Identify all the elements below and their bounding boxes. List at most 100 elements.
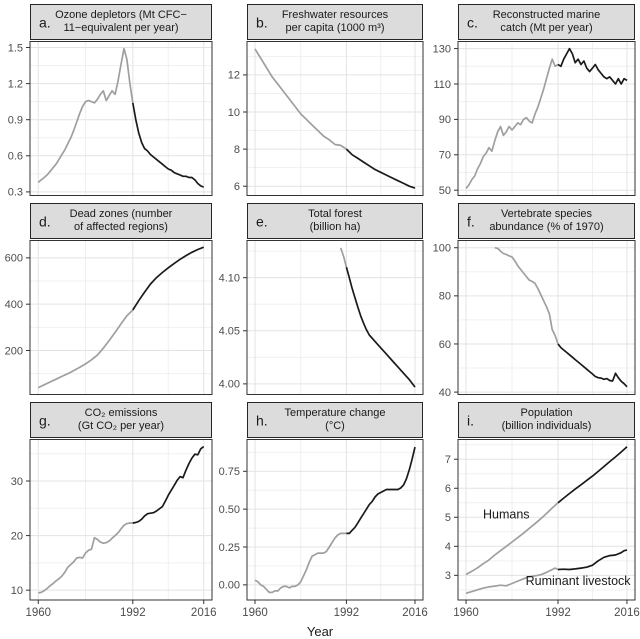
svg-text:0.50: 0.50	[219, 504, 240, 516]
panel-a: a. Ozone depletors (Mt CFC− 11−equivalent…	[0, 4, 217, 197]
panel-title-line: (billion individuals)	[501, 420, 592, 432]
svg-text:0.75: 0.75	[219, 466, 240, 478]
panel-header: e. Total forest (billion ha)	[247, 203, 423, 239]
y-axis-gutter	[217, 402, 247, 438]
svg-text:1.2: 1.2	[8, 78, 23, 90]
panel-title-line: Temperature change	[284, 406, 386, 419]
panel-title-line: catch (Mt per year)	[500, 22, 593, 34]
svg-text:2016: 2016	[402, 607, 428, 619]
panel-header: i. Population (billion individuals)	[458, 402, 635, 438]
svg-text:10: 10	[228, 107, 240, 119]
panel-c: c. Reconstructed marine catch (Mt per yea…	[428, 4, 640, 197]
panel-plot-svg: 6 8 10 12	[228, 41, 424, 196]
panel-title-line: Freshwater resources	[281, 8, 389, 21]
panel-letter: b.	[256, 14, 268, 31]
panel-title-line: Reconstructed marine	[492, 8, 601, 21]
panel-plot-svg: 4.00 4.05 4.10	[219, 240, 424, 395]
panel-strip-row: d. Dead zones (number of affected regions…	[0, 203, 217, 239]
svg-text:8: 8	[234, 144, 240, 156]
svg-text:80: 80	[439, 291, 451, 303]
panel-letter: g.	[39, 412, 51, 429]
panel-header: h. Temperature change (°C)	[247, 402, 423, 438]
panel-title-line: per capita (1000 m³)	[285, 22, 385, 34]
svg-text:4.05: 4.05	[219, 326, 240, 338]
svg-text:10: 10	[11, 585, 23, 597]
panel-title: Total forest (billion ha)	[292, 208, 378, 235]
panel-grid: a. Ozone depletors (Mt CFC− 11−equivalent…	[0, 4, 640, 623]
y-axis-gutter	[0, 203, 30, 239]
panel-title: Ozone depletors (Mt CFC− 11−equivalent pe…	[39, 9, 203, 36]
panel-title-line: Population	[520, 406, 573, 419]
svg-text:1960: 1960	[25, 607, 51, 619]
panel-plot-svg: 10 20 30 1960 1992 2016	[11, 439, 217, 619]
svg-text:0.6: 0.6	[8, 151, 23, 163]
y-axis-gutter	[428, 4, 458, 40]
svg-text:1960: 1960	[242, 607, 268, 619]
series-annotation: Humans	[483, 508, 530, 522]
panel-header: d. Dead zones (number of affected regions…	[30, 203, 212, 239]
svg-text:2016: 2016	[614, 607, 640, 619]
panel-letter: c.	[467, 14, 478, 31]
panel-letter: d.	[39, 213, 51, 230]
panel-strip-row: c. Reconstructed marine catch (Mt per yea…	[428, 4, 640, 40]
svg-text:1.00: 1.00	[219, 438, 240, 440]
panel-letter: e.	[256, 213, 268, 230]
panel-title: Reconstructed marine catch (Mt per year)	[477, 9, 617, 36]
panel-plot-svg: 50 70 90 110 130	[433, 41, 636, 197]
svg-text:0.25: 0.25	[219, 542, 240, 554]
svg-text:1992: 1992	[334, 607, 360, 619]
panel-g: g. CO₂ emissions (Gt CO₂ per year) 10 20 30…	[0, 402, 217, 623]
panel-title-line: (°C)	[325, 420, 345, 432]
panel-plot-svg: 0.3 0.6 0.9 1.2 1.5	[8, 41, 213, 197]
svg-text:0.00: 0.00	[219, 580, 240, 592]
svg-text:600: 600	[5, 253, 23, 265]
panel-strip-row: a. Ozone depletors (Mt CFC− 11−equivalent…	[0, 4, 217, 40]
y-axis-gutter	[428, 402, 458, 438]
svg-text:130: 130	[433, 43, 451, 55]
svg-text:70: 70	[439, 150, 451, 162]
svg-text:400: 400	[5, 299, 23, 311]
svg-text:1.5: 1.5	[8, 42, 23, 54]
panel-plot-svg: Humans Ruminant livestock 3 4 5 6 7 1960 1992 201…	[445, 439, 640, 619]
svg-text:0.3: 0.3	[8, 187, 23, 197]
panel-h: h. Temperature change (°C) 0.00 0.25 0.50 0.…	[217, 402, 428, 623]
panel-strip-row: b. Freshwater resources per capita (1000 …	[217, 4, 428, 40]
panel-b: b. Freshwater resources per capita (1000 …	[217, 4, 428, 197]
svg-text:90: 90	[439, 114, 451, 126]
svg-text:12: 12	[228, 70, 240, 82]
panel-title: Vertebrate species abundance (% of 1970)	[473, 208, 619, 235]
series-annotation: Ruminant livestock	[526, 574, 632, 588]
svg-text:1960: 1960	[453, 607, 479, 619]
panel-e: e. Total forest (billion ha) 4.00 4.05 4.10	[217, 203, 428, 396]
panel-title: Dead zones (number of affected regions)	[54, 208, 189, 235]
panel-letter: f.	[467, 213, 475, 230]
svg-text:6: 6	[445, 483, 451, 495]
panel-title-line: (billion ha)	[309, 221, 361, 233]
panel-header: a. Ozone depletors (Mt CFC− 11−equivalent…	[30, 4, 212, 40]
panel-title-line: Dead zones (number	[69, 207, 173, 220]
svg-text:100: 100	[433, 243, 451, 255]
y-axis-gutter	[0, 402, 30, 438]
panel-strip-row: e. Total forest (billion ha)	[217, 203, 428, 239]
panel-f: f. Vertebrate species abundance (% of 197…	[428, 203, 640, 396]
panel-strip-row: h. Temperature change (°C)	[217, 402, 428, 438]
panel-title-line: 11−equivalent per year)	[63, 22, 179, 34]
panel-title: Temperature change (°C)	[269, 407, 402, 434]
y-axis-gutter	[428, 203, 458, 239]
svg-text:0.9: 0.9	[8, 115, 23, 127]
y-axis-gutter	[217, 4, 247, 40]
panel-title-line: Ozone depletors (Mt CFC−	[55, 8, 187, 21]
panel-letter: a.	[39, 14, 51, 31]
panel-title-line: (Gt CO₂ per year)	[77, 420, 165, 432]
x-axis-title: Year	[306, 624, 334, 639]
panel-i: i. Population (billion individuals) Human…	[428, 402, 640, 623]
svg-text:4: 4	[445, 541, 451, 553]
svg-text:200: 200	[5, 345, 23, 357]
y-axis-gutter	[217, 203, 247, 239]
svg-text:110: 110	[433, 79, 451, 91]
panel-title-line: Vertebrate species	[500, 207, 593, 220]
panel-title-line: Total forest	[308, 207, 362, 220]
panel-d: d. Dead zones (number of affected regions…	[0, 203, 217, 396]
panel-header: c. Reconstructed marine catch (Mt per yea…	[458, 4, 635, 40]
